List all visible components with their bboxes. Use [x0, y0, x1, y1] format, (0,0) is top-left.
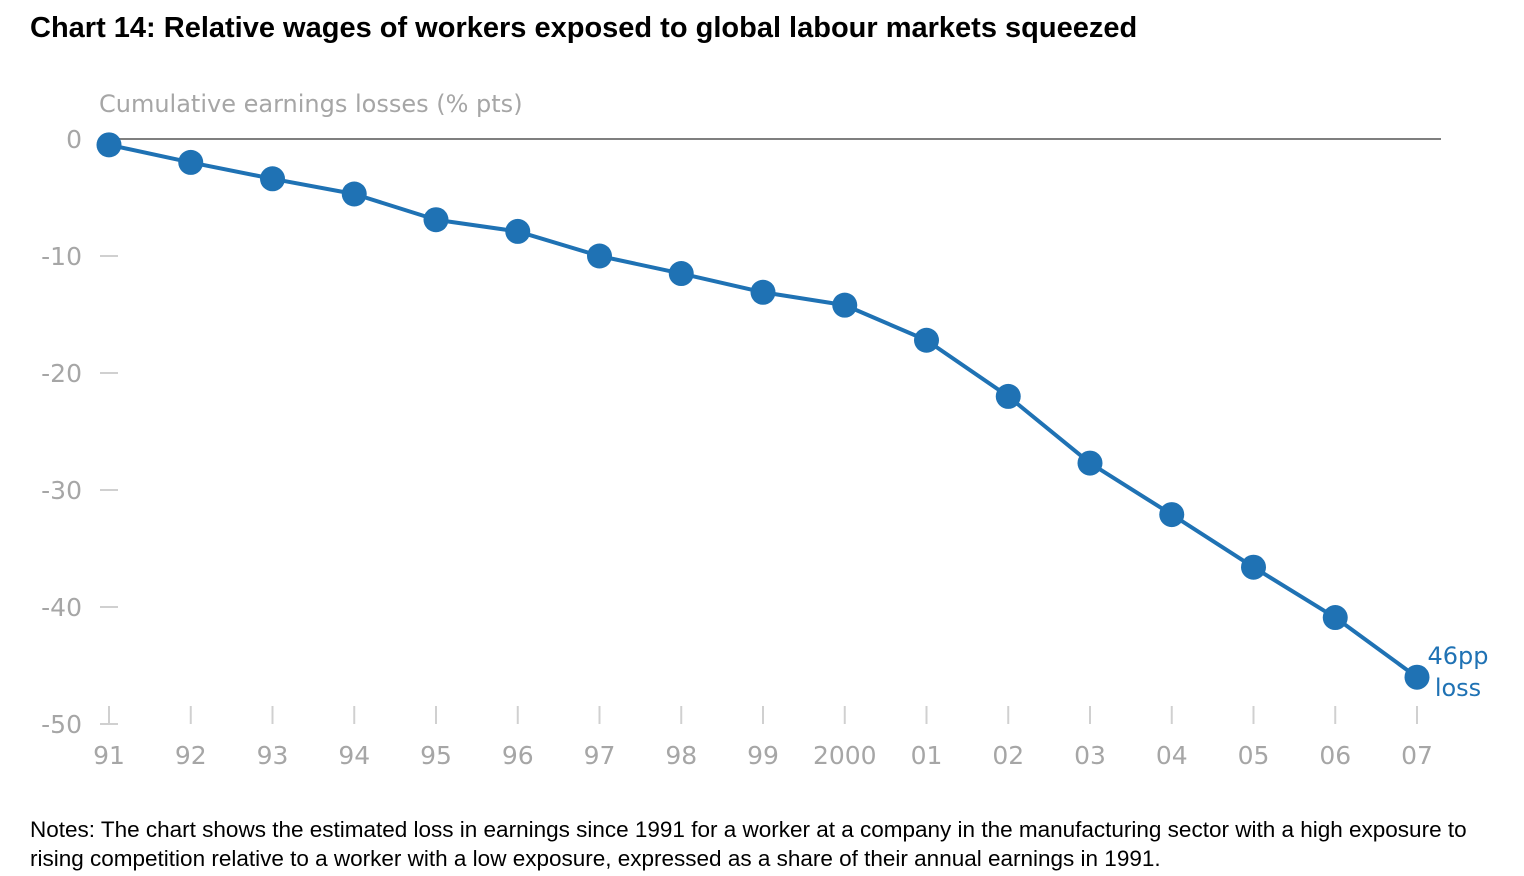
data-point	[423, 207, 449, 233]
y-tick-label: -30	[41, 476, 82, 505]
data-point	[832, 292, 858, 318]
x-tick-label: 07	[1401, 741, 1433, 770]
data-point	[668, 261, 694, 287]
data-point	[341, 181, 367, 207]
y-tick-label: -20	[41, 359, 82, 388]
line-chart: Cumulative earnings losses (% pts) 0 -10 -…	[41, 90, 1488, 770]
x-tick-label: 92	[175, 741, 207, 770]
x-tick-label: 95	[420, 741, 452, 770]
x-tick-label: 94	[338, 741, 370, 770]
x-tick-label: 06	[1319, 741, 1351, 770]
data-point	[260, 166, 285, 192]
data-series	[96, 132, 1430, 690]
series-line	[108, 142, 1419, 679]
y-tick-label: -40	[41, 593, 82, 622]
x-tick-label: 91	[93, 741, 125, 770]
x-tick-label: 97	[584, 741, 616, 770]
data-point	[914, 327, 939, 353]
x-tick-label: 02	[992, 741, 1024, 770]
annotation-line-1: 46pp	[1427, 642, 1488, 670]
data-point	[1404, 664, 1430, 690]
y-axis: 0 -10 -20 -30 -40 -50	[41, 125, 1441, 739]
y-tick-label: -50	[41, 710, 82, 739]
data-point	[750, 279, 776, 305]
data-point	[1322, 605, 1348, 631]
x-tick-label: 96	[502, 741, 534, 770]
data-point	[1077, 450, 1103, 476]
chart-notes: Notes: The chart shows the estimated los…	[30, 817, 1467, 871]
data-point	[505, 218, 531, 244]
data-point	[178, 149, 204, 175]
x-axis: 91 92 93 94 95 96 97 98 99 2000 01 02 03 04 05 06 07	[93, 706, 1433, 770]
y-axis-label: Cumulative earnings losses (% pts)	[99, 90, 523, 118]
annotation-line-2: loss	[1435, 674, 1481, 702]
x-tick-label: 04	[1156, 741, 1188, 770]
x-tick-label: 01	[911, 741, 943, 770]
x-tick-label: 99	[747, 741, 779, 770]
x-tick-label: 98	[665, 741, 697, 770]
chart-title: Chart 14: Relative wages of workers expo…	[30, 12, 1138, 44]
x-tick-label: 2000	[813, 741, 877, 770]
data-point	[995, 383, 1021, 409]
data-point	[96, 132, 122, 158]
y-tick-label: -10	[41, 242, 82, 271]
data-point	[587, 243, 612, 269]
annotation: 46pp loss	[1427, 642, 1488, 702]
x-tick-label: 05	[1238, 741, 1270, 770]
y-tick-label: 0	[66, 125, 82, 154]
x-tick-label: 93	[257, 741, 289, 770]
x-tick-label: 03	[1074, 741, 1106, 770]
data-point	[1241, 554, 1266, 580]
data-point	[1159, 502, 1185, 528]
